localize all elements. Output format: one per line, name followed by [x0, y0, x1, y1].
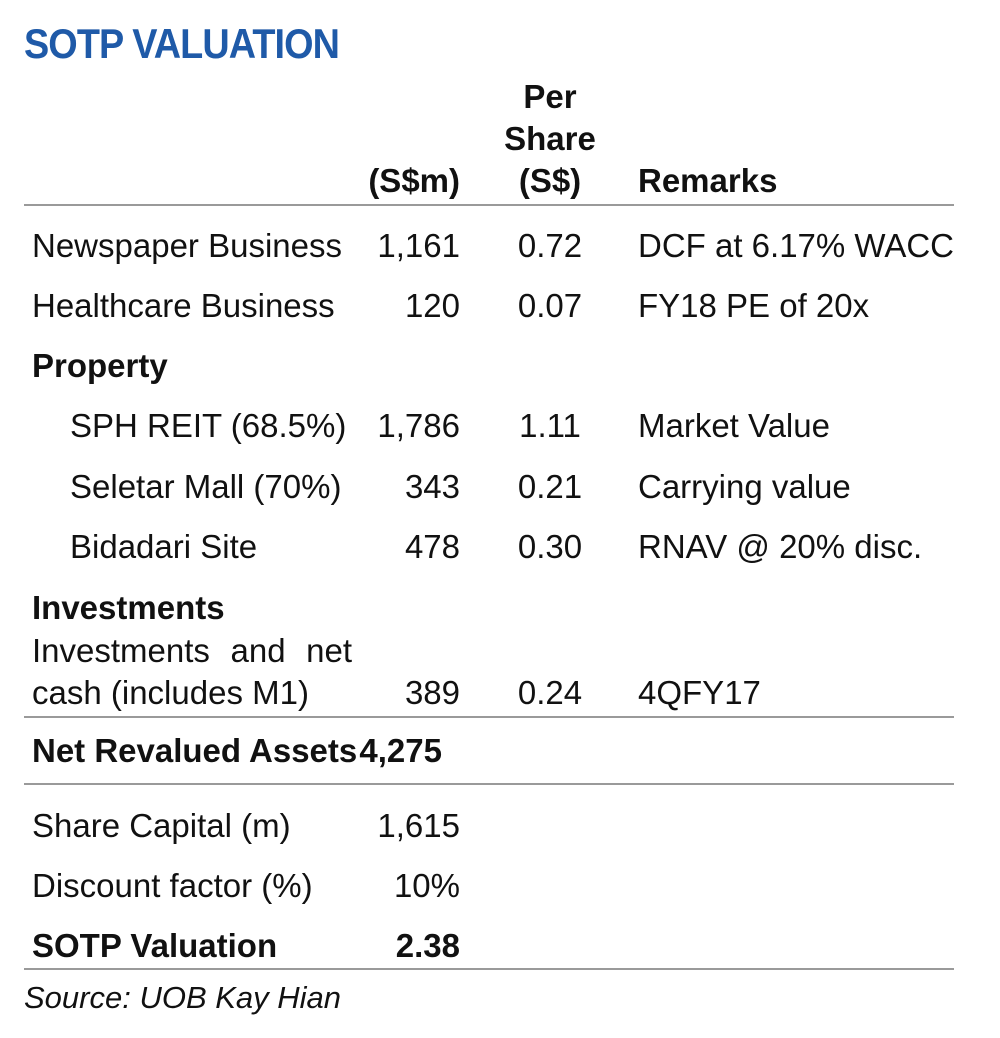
row-amount: 1,615 — [377, 807, 460, 844]
row-label: Seletar Mall (70%) — [70, 468, 342, 505]
row-per-share: 1.11 — [519, 407, 581, 444]
row-amount: 10% — [393, 867, 460, 904]
total-row: SOTP Valuation 2.38 — [0, 920, 1000, 972]
row-label: Newspaper Business — [32, 227, 342, 264]
row-label: SPH REIT (68.5%) — [70, 407, 347, 444]
row-remarks: Market Value — [638, 407, 830, 444]
property-heading: Property — [32, 347, 168, 384]
investments-label-word: net — [306, 632, 352, 669]
row-label: Bidadari Site — [70, 528, 258, 565]
row-label: Discount factor (%) — [32, 867, 313, 904]
per-share-header-line1: Per — [523, 78, 577, 115]
row-label: SOTP Valuation — [32, 927, 278, 964]
per-share-header: Per Share (S$) — [490, 76, 610, 202]
row-amount: 2.38 — [395, 927, 460, 964]
row-per-share: 0.21 — [517, 468, 583, 505]
investments-label-word: and — [230, 632, 286, 669]
amount-header: (S$m) — [368, 162, 460, 199]
row-remarks: Carrying value — [638, 468, 851, 505]
row-remarks: FY18 PE of 20x — [638, 287, 870, 324]
total-row: Net Revalued Assets 4,275 — [0, 725, 1000, 777]
source-note: Source: UOB Kay Hian — [24, 980, 342, 1015]
row-remarks: DCF at 6.17% WACC — [638, 227, 955, 264]
row-amount: 343 — [404, 468, 460, 505]
investments-heading: Investments — [32, 589, 225, 626]
section-heading-row: Property — [0, 340, 1000, 392]
row-label: Healthcare Business — [32, 287, 335, 324]
row-label: Net Revalued Assets — [32, 732, 358, 769]
table-row: Newspaper Business 1,161 0.72 DCF at 6.1… — [0, 220, 1000, 272]
investments-label-line1: Investments and net — [32, 630, 352, 672]
row-per-share: 0.30 — [517, 528, 583, 565]
row-amount: 1,161 — [377, 227, 460, 264]
table-row: Seletar Mall (70%) 343 0.21 Carrying val… — [0, 461, 1000, 513]
investments-label-line2: cash (includes M1) — [32, 674, 309, 711]
table-row: SPH REIT (68.5%) 1,786 1.11 Market Value — [0, 400, 1000, 452]
per-share-header-line2: Share — [504, 120, 596, 157]
table-row: Healthcare Business 120 0.07 FY18 PE of … — [0, 280, 1000, 332]
row-per-share: 0.24 — [517, 674, 583, 711]
row-amount: 4,275 — [359, 732, 442, 769]
table-row: Discount factor (%) 10% — [0, 860, 1000, 912]
table-row: 389 0.24 4QFY17 — [0, 667, 1000, 719]
bottom-divider — [24, 968, 954, 970]
row-label: Share Capital (m) — [32, 807, 291, 844]
row-remarks: 4QFY17 — [638, 674, 761, 711]
page-title: SOTP VALUATION — [24, 20, 340, 67]
divider — [24, 783, 954, 785]
row-per-share: 0.72 — [517, 227, 583, 264]
header-divider — [24, 204, 954, 206]
row-amount: 478 — [404, 528, 460, 565]
section-heading-row: Investments — [0, 582, 1000, 634]
table-row: Bidadari Site 478 0.30 RNAV @ 20% disc. — [0, 521, 1000, 573]
row-amount: 389 — [404, 674, 460, 711]
per-share-header-line3: (S$) — [518, 162, 582, 199]
row-remarks: RNAV @ 20% disc. — [638, 528, 923, 565]
row-amount: 1,786 — [377, 407, 460, 444]
table-row: Share Capital (m) 1,615 — [0, 800, 1000, 852]
row-amount: 120 — [404, 287, 460, 324]
investments-label-word: Investments — [32, 632, 210, 669]
divider — [24, 716, 954, 718]
row-per-share: 0.07 — [517, 287, 583, 324]
remarks-header: Remarks — [638, 162, 778, 199]
